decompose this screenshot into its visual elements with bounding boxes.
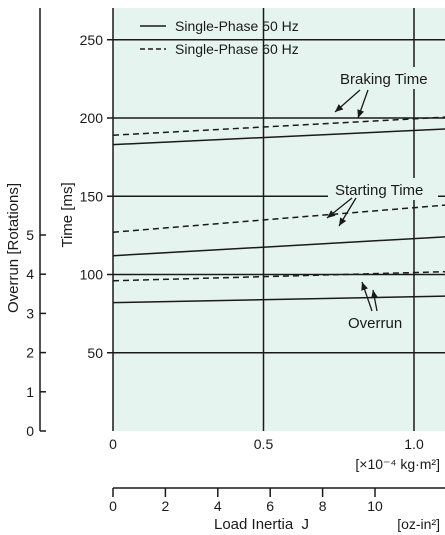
- tick-label-x-ozin2-4: 4: [214, 498, 222, 514]
- series-lines: [112, 116, 445, 304]
- tick-label-x-kgm2-1.0: 1.0: [404, 436, 424, 452]
- arrow-braking-2-head: [357, 109, 364, 118]
- tick-label-y-overrun-4: 4: [26, 266, 34, 282]
- tick-label-x-ozin2-2: 2: [162, 498, 170, 514]
- tick-label-y-overrun-1: 1: [26, 384, 34, 400]
- tick-label-x-kgm2-0: 0: [109, 436, 117, 452]
- series-starting-time-dashed-3: [112, 204, 445, 233]
- tick-label-y-overrun-0: 0: [26, 423, 34, 439]
- series-braking-time-solid-0: [112, 128, 445, 146]
- tick-label-x-ozin2-6: 6: [266, 498, 274, 514]
- arrow-overrun-2-head: [371, 290, 378, 299]
- tick-label-x-ozin2-0: 0: [109, 498, 117, 514]
- annotation-bg-starting: [328, 178, 438, 200]
- tick-label-y-time-250: 250: [80, 32, 104, 48]
- x-kgm2-unit-label: [×10⁻⁴ kg·m²]: [355, 456, 440, 472]
- x-axis-title: Load Inertia J: [214, 516, 309, 533]
- tick-label-x-kgm2-0.5: 0.5: [254, 436, 274, 452]
- annotation-bg-overrun: [342, 311, 408, 333]
- arrow-overrun-1-head: [361, 282, 368, 291]
- legend: Single-Phase 50 Hz Single-Phase 60 Hz: [140, 18, 299, 57]
- arrow-starting-2-head: [339, 217, 347, 226]
- tick-label-y-overrun-5: 5: [26, 227, 34, 243]
- tick-label-y-time-150: 150: [80, 188, 104, 204]
- arrow-starting-1-head: [327, 210, 336, 218]
- annotation-braking-time: Braking Time: [340, 71, 428, 88]
- annotations: Braking Time Starting Time Overrun: [328, 67, 442, 333]
- arrow-braking-1-head: [335, 104, 344, 112]
- series-overrun-dashed-5: [112, 270, 445, 282]
- tick-label-y-time-200: 200: [80, 110, 104, 126]
- axes: [39, 8, 445, 489]
- y-time-axis-label: Time [ms]: [59, 182, 76, 247]
- legend-label-50hz: Single-Phase 50 Hz: [175, 18, 299, 34]
- annotation-overrun: Overrun: [348, 315, 402, 332]
- tick-label-x-ozin2-8: 8: [319, 498, 327, 514]
- tick-label-x-ozin2-10: 10: [367, 498, 383, 514]
- y-overrun-axis-label: Overrun [Rotations]: [5, 183, 22, 313]
- legend-label-60hz: Single-Phase 60 Hz: [175, 41, 299, 57]
- series-starting-time-solid-2: [112, 236, 445, 257]
- tick-label-y-overrun-3: 3: [26, 305, 34, 321]
- x-ozin2-unit-label: [oz-in²]: [397, 516, 440, 532]
- annotation-starting-time: Starting Time: [335, 182, 423, 199]
- series-overrun-solid-4: [112, 295, 445, 304]
- annotation-arrows: [326, 89, 378, 312]
- annotation-bg-braking: [332, 67, 442, 89]
- tick-label-y-time-50: 50: [87, 345, 103, 361]
- series-braking-time-dashed-1: [112, 116, 445, 136]
- tick-label-y-overrun-2: 2: [26, 345, 34, 361]
- tick-label-y-time-100: 100: [80, 267, 104, 283]
